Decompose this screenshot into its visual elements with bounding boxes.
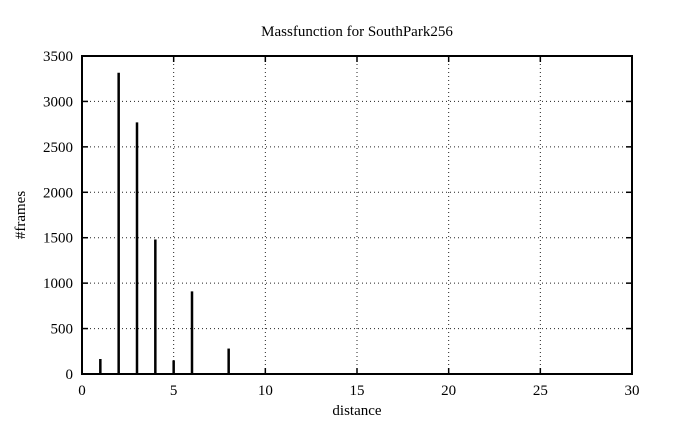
y-tick-label: 2500: [43, 140, 73, 156]
x-axis-label: distance: [332, 403, 381, 419]
y-tick-label: 1500: [43, 231, 73, 247]
y-tick-label: 500: [51, 322, 74, 338]
grid-layer: [82, 56, 632, 374]
y-axis-label: #frames: [13, 191, 29, 239]
x-tick-label: 30: [625, 383, 640, 399]
x-tick-label: 5: [170, 383, 178, 399]
impulse-layer: [99, 72, 230, 373]
x-tick-label: 20: [441, 383, 456, 399]
tick-label-layer: 0 5 10 15 20 25 30 0 500 1000 1500 2000 2500 3000 3500: [43, 49, 640, 399]
y-tick-label: 3500: [43, 49, 73, 65]
x-tick-label: 15: [350, 383, 365, 399]
y-tick-label: 1000: [43, 276, 73, 292]
x-tick-label: 10: [258, 383, 273, 399]
y-tick-label: 2000: [43, 185, 73, 201]
y-tick-label: 3000: [43, 94, 73, 110]
x-tick-label: 25: [533, 383, 548, 399]
y-tick-label: 0: [66, 367, 74, 383]
tick-layer: [81, 55, 633, 375]
plot-border: [81, 55, 633, 375]
chart-title: Massfunction for SouthPark256: [261, 24, 453, 40]
frame-layer: [81, 55, 633, 375]
x-tick-label: 0: [78, 383, 86, 399]
